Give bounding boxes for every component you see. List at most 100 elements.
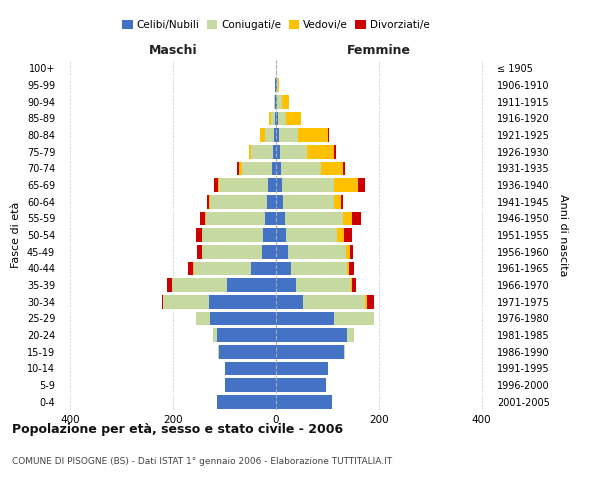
Text: Maschi: Maschi (149, 44, 197, 57)
Bar (276, 95, 277, 108)
Bar (194, 262, 251, 275)
Bar (220, 345, 276, 358)
Bar (276, 128, 278, 142)
Bar (344, 345, 345, 358)
Text: COMUNE DI PISOGNE (BS) - Dati ISTAT 1° gennaio 2006 - Elaborazione TUTTITALIA.IT: COMUNE DI PISOGNE (BS) - Dati ISTAT 1° g… (12, 458, 392, 466)
Bar (276, 312, 334, 325)
Bar (224, 378, 276, 392)
Bar (347, 328, 354, 342)
Bar (197, 245, 202, 258)
Bar (274, 95, 275, 108)
Bar (227, 278, 276, 292)
Bar (276, 245, 289, 258)
Bar (334, 178, 358, 192)
Bar (276, 345, 344, 358)
Bar (262, 245, 276, 258)
Bar (346, 245, 350, 258)
Bar (292, 262, 347, 275)
Bar (347, 262, 349, 275)
Bar (321, 162, 343, 175)
Bar (303, 295, 365, 308)
Bar (172, 278, 227, 292)
Bar (276, 378, 326, 392)
Bar (334, 195, 341, 208)
Bar (251, 262, 276, 275)
Text: Femmine: Femmine (347, 44, 411, 57)
Bar (213, 328, 217, 342)
Bar (260, 128, 265, 142)
Bar (344, 228, 352, 242)
Bar (214, 178, 218, 192)
Bar (276, 395, 332, 408)
Bar (217, 395, 276, 408)
Bar (351, 278, 352, 292)
Bar (218, 178, 220, 192)
Bar (307, 145, 334, 158)
Bar (328, 128, 329, 142)
Bar (343, 162, 345, 175)
Bar (276, 262, 292, 275)
Bar (202, 245, 262, 258)
Legend: Celibi/Nubili, Coniugati/e, Vedovi/e, Divorziati/e: Celibi/Nubili, Coniugati/e, Vedovi/e, Di… (118, 16, 434, 34)
Bar (278, 112, 286, 125)
Y-axis label: Fasce di età: Fasce di età (11, 202, 21, 268)
Bar (341, 195, 343, 208)
Bar (274, 145, 276, 158)
Text: Popolazione per età, sesso e stato civile - 2006: Popolazione per età, sesso e stato civil… (12, 422, 343, 436)
Bar (206, 212, 265, 225)
Bar (200, 212, 205, 225)
Bar (217, 328, 276, 342)
Bar (343, 212, 352, 225)
Bar (276, 362, 328, 375)
Bar (286, 228, 337, 242)
Bar (269, 112, 271, 125)
Bar (265, 212, 276, 225)
Bar (280, 145, 307, 158)
Bar (276, 278, 296, 292)
Bar (365, 295, 367, 308)
Bar (276, 195, 283, 208)
Bar (285, 212, 343, 225)
Bar (196, 312, 210, 325)
Bar (367, 295, 374, 308)
Bar (277, 95, 282, 108)
Bar (251, 145, 274, 158)
Bar (350, 245, 353, 258)
Bar (263, 228, 276, 242)
Bar (349, 262, 353, 275)
Bar (276, 228, 286, 242)
Bar (239, 162, 242, 175)
Bar (283, 195, 334, 208)
Bar (209, 195, 210, 208)
Bar (265, 128, 274, 142)
Bar (334, 145, 335, 158)
Bar (358, 178, 365, 192)
Bar (210, 195, 267, 208)
Bar (276, 162, 281, 175)
Bar (296, 278, 351, 292)
Bar (224, 362, 276, 375)
Bar (275, 112, 276, 125)
Bar (188, 262, 193, 275)
Bar (249, 145, 251, 158)
Bar (272, 162, 276, 175)
Bar (196, 228, 202, 242)
Bar (277, 78, 278, 92)
Bar (352, 212, 361, 225)
Bar (274, 128, 276, 142)
Bar (298, 128, 328, 142)
Bar (162, 295, 163, 308)
Bar (289, 245, 346, 258)
Bar (268, 178, 276, 192)
Bar (163, 295, 209, 308)
Bar (352, 278, 356, 292)
Bar (278, 128, 298, 142)
Bar (276, 145, 280, 158)
Bar (337, 228, 344, 242)
Bar (282, 178, 334, 192)
Bar (202, 228, 263, 242)
Bar (220, 178, 268, 192)
Bar (167, 278, 172, 292)
Bar (207, 195, 209, 208)
Bar (282, 95, 289, 108)
